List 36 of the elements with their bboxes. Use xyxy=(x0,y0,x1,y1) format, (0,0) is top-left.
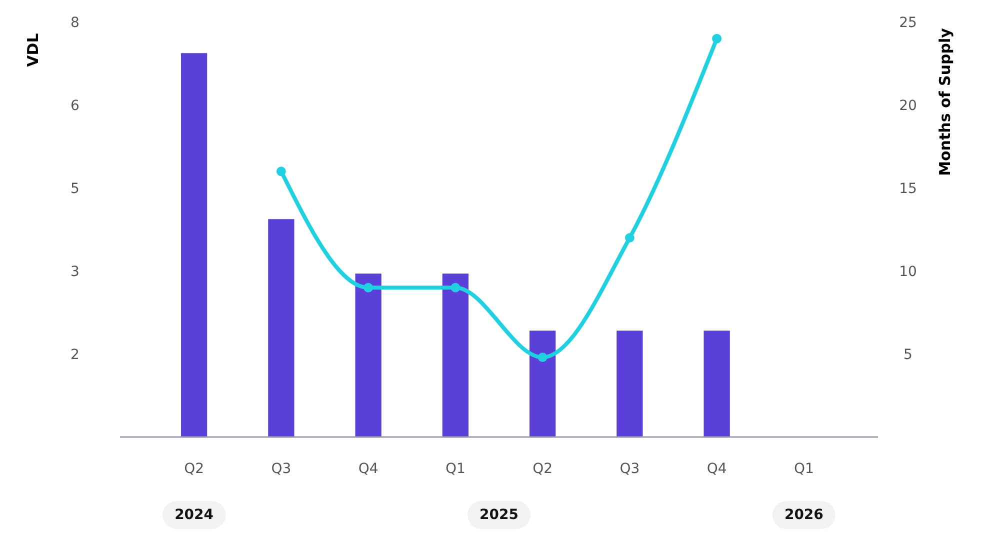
y2-tick-label: 5 xyxy=(904,346,912,363)
text: 2025 xyxy=(480,507,518,523)
x-tick-label: Q4 xyxy=(706,461,727,477)
y-tick-label: 5 xyxy=(70,180,80,197)
point xyxy=(450,282,460,292)
y2-tick-label: 10 xyxy=(899,264,917,280)
bar xyxy=(180,53,208,437)
point xyxy=(712,34,722,44)
text: 2024 xyxy=(174,507,214,523)
y-tick-label: 8 xyxy=(70,14,80,31)
y2-tick-label: 20 xyxy=(899,98,917,114)
bar xyxy=(355,274,382,437)
y-tick-label: 2 xyxy=(70,346,80,363)
y-axis-title: VDL xyxy=(24,32,42,67)
y2-axis-title: Months of Supply xyxy=(936,28,954,176)
text: 2026 xyxy=(784,507,824,523)
point xyxy=(364,282,374,292)
y-tick-label: 3 xyxy=(70,264,80,280)
y2-tick-label: 15 xyxy=(899,180,917,197)
bar xyxy=(704,330,730,437)
bar xyxy=(529,330,556,437)
x-tick-label: Q3 xyxy=(620,461,640,477)
x-tick-label: Q1 xyxy=(794,461,814,477)
x-tick-label: Q2 xyxy=(532,461,553,477)
x-tick-label: Q2 xyxy=(184,461,204,477)
x-tick-label: Q3 xyxy=(271,461,292,477)
x-tick-label: Q1 xyxy=(445,461,466,477)
y2-tick-label: 25 xyxy=(899,14,917,31)
bar xyxy=(268,219,294,437)
y-tick-label: 6 xyxy=(70,98,80,114)
point xyxy=(538,352,548,362)
bar xyxy=(442,274,469,437)
x-tick-label: Q4 xyxy=(358,461,378,477)
point xyxy=(624,233,634,243)
bar xyxy=(616,330,643,437)
point xyxy=(276,166,286,176)
